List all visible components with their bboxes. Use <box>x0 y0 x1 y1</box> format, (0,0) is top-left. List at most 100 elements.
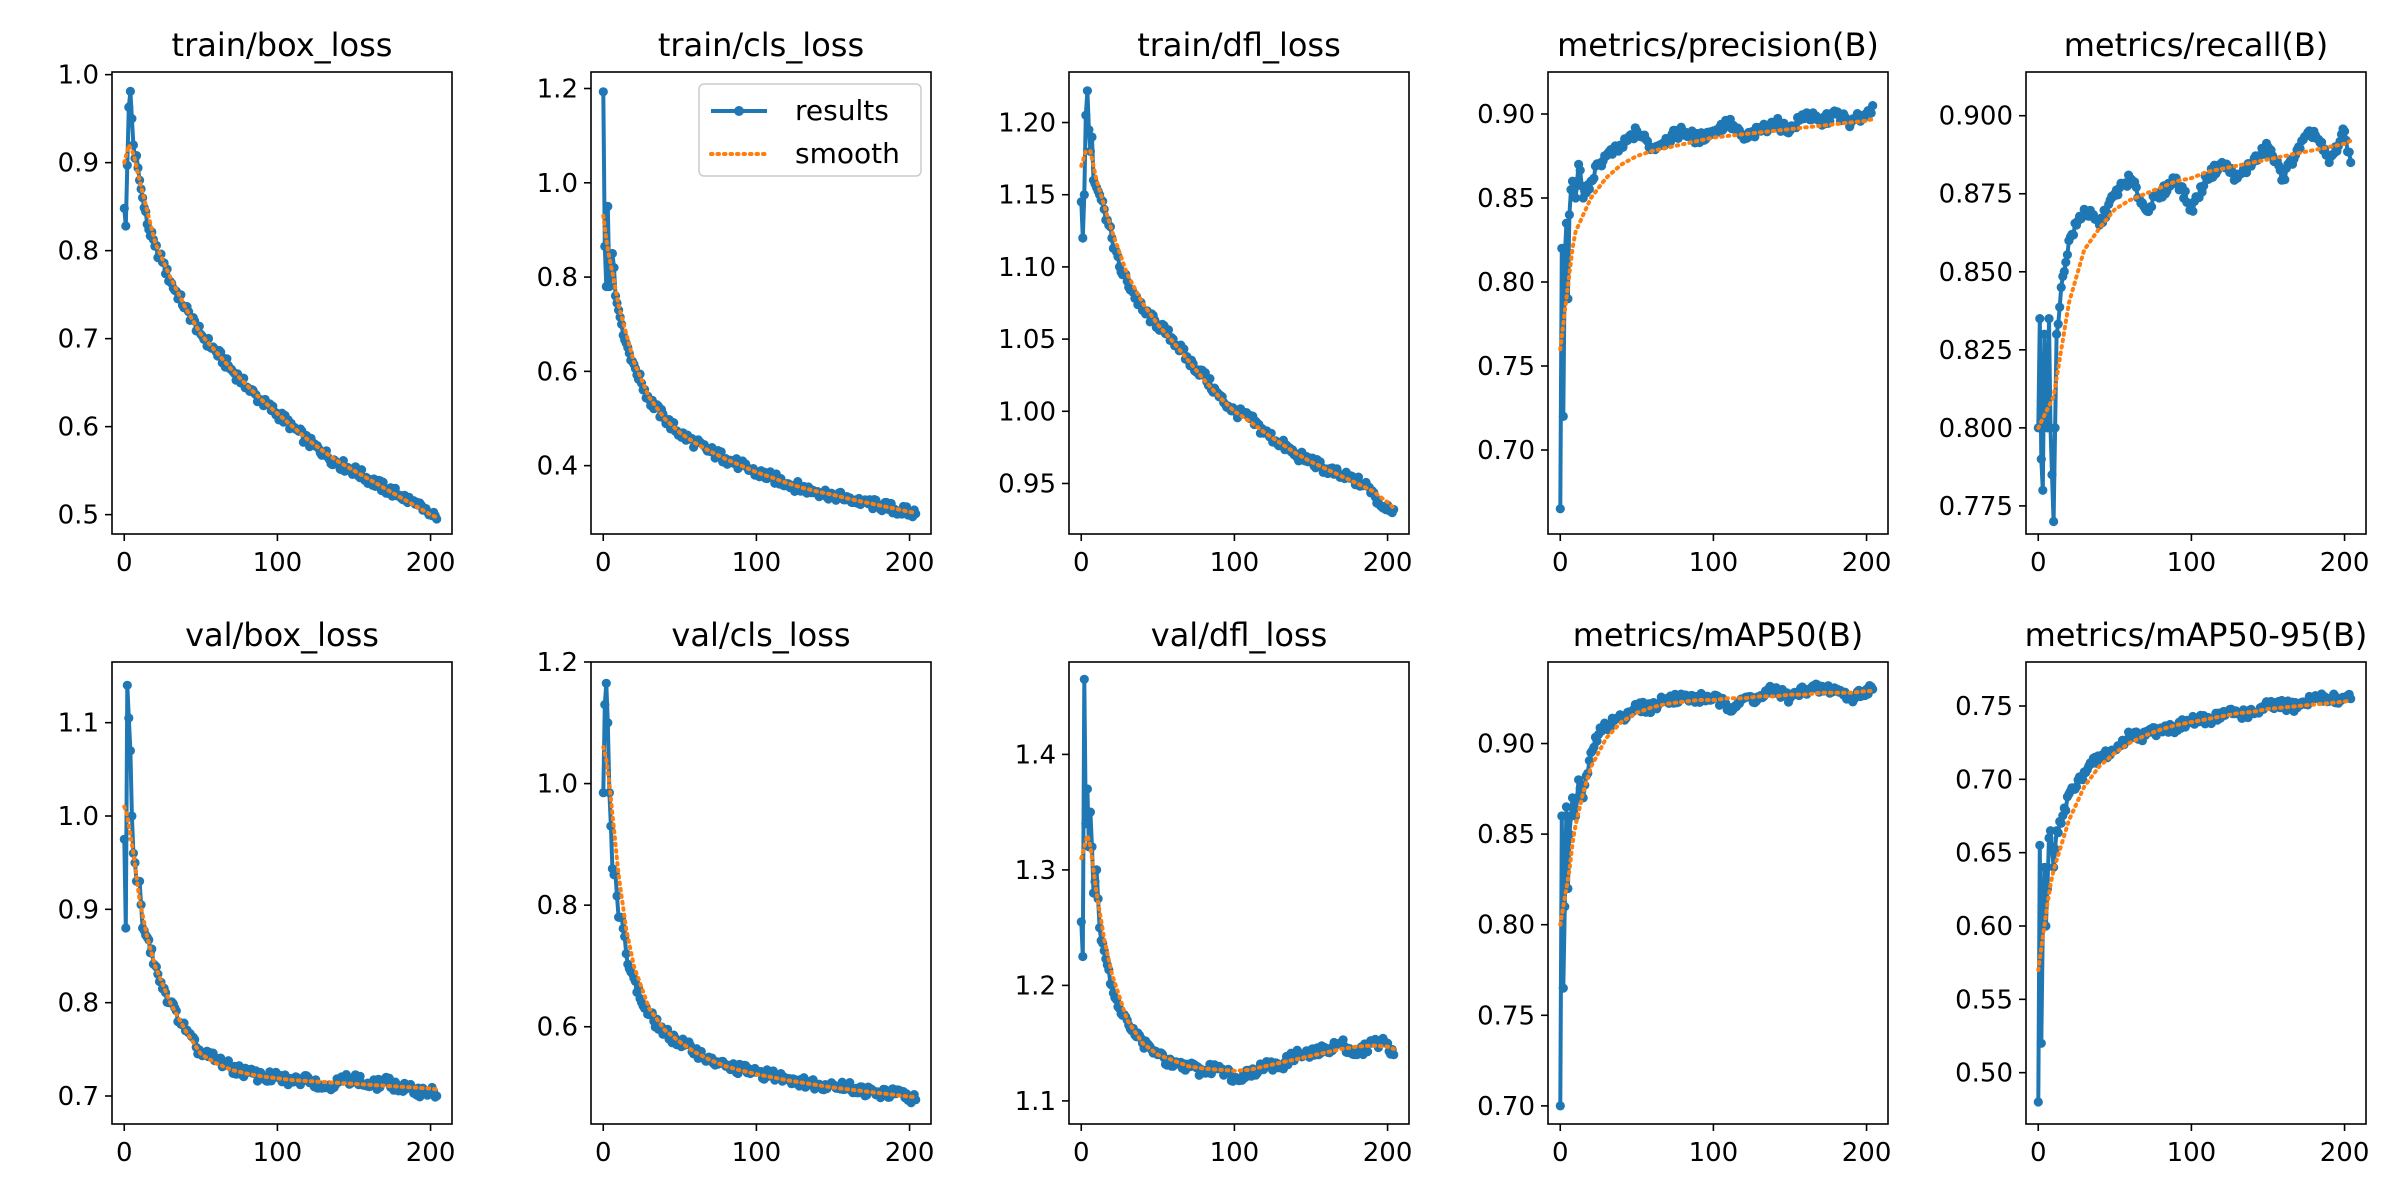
y-tick-label: 0.8 <box>537 891 578 921</box>
y-tick-label: 0.800 <box>1939 414 2013 444</box>
x-tick-label: 200 <box>2320 548 2370 578</box>
results-point <box>2044 833 2054 843</box>
subplot-title: metrics/recall(B) <box>2064 26 2329 64</box>
results-point <box>122 680 132 690</box>
results-point <box>2180 186 2190 196</box>
results-point <box>1076 917 1086 927</box>
results-point <box>1078 951 1088 962</box>
results-point <box>357 465 367 475</box>
subplot-title: metrics/mAP50-95(B) <box>2025 616 2368 654</box>
results-point <box>2199 181 2209 191</box>
results-series <box>2033 124 2356 527</box>
x-tick-label: 0 <box>2030 1138 2047 1168</box>
results-point <box>2241 168 2252 178</box>
y-tick-label: 0.70 <box>1955 765 2013 795</box>
x-tick-label: 0 <box>1552 548 1569 578</box>
results-point <box>2056 282 2066 292</box>
axes-frame <box>1547 71 1889 535</box>
axes-frame <box>111 661 453 1125</box>
results-point <box>1557 243 1567 253</box>
y-tick-label: 1.10 <box>998 253 1056 283</box>
results-point <box>124 102 134 112</box>
x-tick-label: 100 <box>1689 548 1739 578</box>
x-tick-label: 0 <box>1552 1138 1569 1168</box>
results-point <box>2346 157 2356 168</box>
results-point <box>1079 674 1089 684</box>
y-tick-label: 0.75 <box>1955 692 2013 722</box>
results-point <box>2061 257 2071 267</box>
axes-frame <box>1547 661 1889 1125</box>
results-point <box>2033 1097 2043 1107</box>
y-tick-label: 1.1 <box>58 709 99 739</box>
axes-frame <box>2025 71 2367 535</box>
y-tick-label: 0.9 <box>58 895 99 925</box>
y-tick-label: 0.70 <box>1477 1092 1535 1122</box>
x-tick-label: 200 <box>1363 548 1413 578</box>
smooth-line <box>2036 698 2353 972</box>
x-tick-label: 100 <box>253 548 303 578</box>
results-point <box>119 203 129 213</box>
y-tick-label: 1.20 <box>998 109 1056 139</box>
y-tick-label: 1.2 <box>537 648 578 678</box>
subplot-0: train/box_loss 0 100 200 0.5 0.6 0.7 0.8 0.9 1.0 <box>58 26 456 578</box>
results-point <box>2047 470 2057 480</box>
x-tick-label: 200 <box>885 548 935 578</box>
subplot-7: val/dfl_loss 0 100 200 1.1 1.2 1.3 1.4 <box>1015 616 1413 1168</box>
results-point <box>121 221 131 231</box>
y-tick-label: 1.2 <box>1015 971 1056 1001</box>
results-point <box>239 373 249 383</box>
x-tick-label: 100 <box>1210 1138 1260 1168</box>
results-point <box>2035 840 2045 850</box>
smooth-line <box>2036 138 2353 430</box>
results-point <box>432 1091 442 1101</box>
y-tick-label: 0.9 <box>58 149 99 179</box>
results-point <box>2050 423 2060 433</box>
results-point <box>2346 694 2356 704</box>
results-point <box>2053 828 2063 838</box>
x-tick-label: 0 <box>116 1138 133 1168</box>
results-point <box>1363 1047 1373 1057</box>
results-point <box>125 746 135 756</box>
y-tick-label: 0.65 <box>1955 839 2013 869</box>
results-point <box>1555 1101 1565 1111</box>
smooth-line <box>1079 149 1396 510</box>
x-tick-label: 100 <box>732 548 782 578</box>
y-tick-label: 1.05 <box>998 325 1056 355</box>
results-point <box>612 891 622 901</box>
results-point <box>2147 202 2157 212</box>
results-point <box>1085 807 1095 817</box>
subplot-title: train/cls_loss <box>658 26 864 64</box>
subplot-title: val/cls_loss <box>671 616 850 654</box>
results-point <box>1569 802 1579 812</box>
results-point <box>1163 325 1174 335</box>
results-point <box>1076 197 1086 207</box>
subplot-title: train/dfl_loss <box>1137 26 1341 64</box>
x-tick-label: 200 <box>2320 1138 2370 1168</box>
axes-frame <box>590 661 932 1125</box>
axes-frame <box>1068 71 1410 535</box>
legend-results-label: results <box>795 94 889 127</box>
results-point <box>1584 184 1594 194</box>
subplot-2: train/dfl_loss 0 100 200 0.95 1.00 1.05 1.10 1.1… <box>998 26 1412 578</box>
subplot-8: metrics/mAP50(B) 0 100 200 0.70 0.75 0.80 0.85 0… <box>1477 616 1891 1168</box>
subplot-title: val/box_loss <box>185 616 379 654</box>
results-point <box>2344 147 2354 157</box>
y-tick-label: 1.0 <box>537 770 578 800</box>
y-tick-label: 1.2 <box>537 75 578 105</box>
x-tick-label: 200 <box>406 548 456 578</box>
results-point <box>603 718 613 728</box>
results-point <box>1205 374 1215 384</box>
results-point <box>1555 504 1565 514</box>
x-tick-label: 200 <box>406 1138 456 1168</box>
results-point <box>2044 314 2054 324</box>
subplot-title: val/dfl_loss <box>1151 616 1328 654</box>
legend-smooth-label: smooth <box>795 137 900 170</box>
x-tick-label: 100 <box>1210 548 1260 578</box>
results-point <box>1389 1050 1399 1060</box>
subplot-9: metrics/mAP50-95(B) 0 100 200 0.50 0.55 0.60 0.… <box>1955 616 2369 1168</box>
smooth-line <box>1558 117 1875 352</box>
subplot-3: metrics/precision(B) 0 100 200 0.70 0.75 0.80 0… <box>1477 26 1891 578</box>
smooth-line <box>122 804 439 1092</box>
subplot-6: val/cls_loss 0 100 200 0.6 0.8 1.0 1.2 <box>537 616 935 1168</box>
results-point <box>2188 206 2198 216</box>
